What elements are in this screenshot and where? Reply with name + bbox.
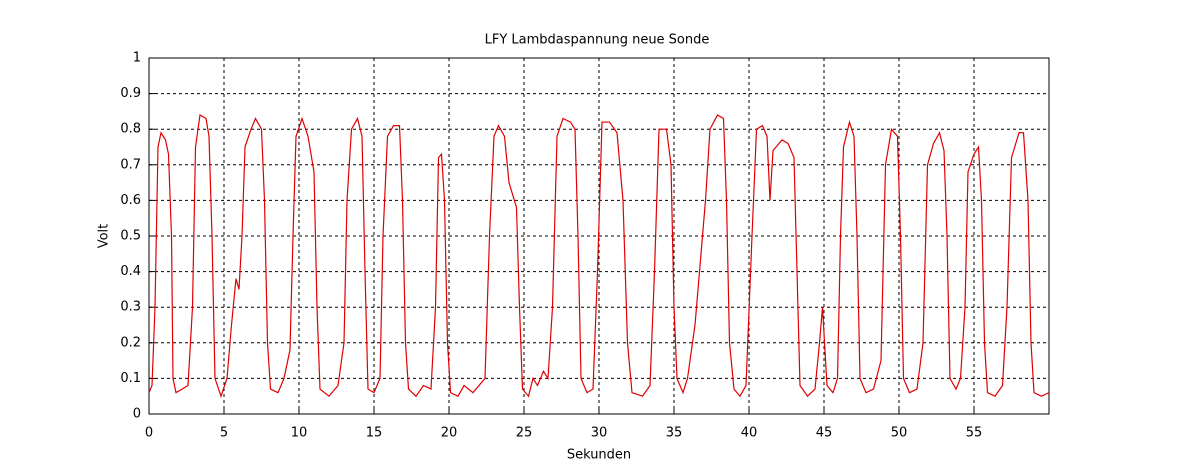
y-tick-label: 0.9 [120, 86, 141, 101]
x-tick-label: 35 [666, 426, 683, 441]
x-tick-label: 30 [591, 426, 608, 441]
chart-title: LFY Lambdaspannung neue Sonde [485, 33, 710, 48]
x-tick-label: 45 [816, 426, 833, 441]
y-tick-label: 0.3 [120, 300, 141, 315]
y-tick-label: 0.8 [120, 122, 141, 137]
x-tick-label: 10 [291, 426, 308, 441]
y-tick-label: 0.5 [120, 229, 141, 244]
x-tick-label: 20 [441, 426, 458, 441]
x-tick-label: 5 [220, 426, 228, 441]
x-tick-label: 50 [891, 426, 908, 441]
plot-frame [148, 57, 1050, 415]
x-tick-label: 40 [741, 426, 758, 441]
x-tick-label: 0 [145, 426, 153, 441]
y-tick-label: 0 [133, 407, 141, 422]
x-tick-label: 55 [966, 426, 983, 441]
y-axis-label: Volt [97, 224, 112, 249]
x-axis-label: Sekunden [567, 448, 631, 463]
data-line [148, 113, 1050, 399]
y-tick-label: 0.2 [120, 335, 141, 350]
x-tick-label: 15 [366, 426, 383, 441]
y-tick-label: 0.6 [120, 193, 141, 208]
y-tick-label: 0.4 [120, 264, 141, 279]
y-tick-label: 0.7 [120, 157, 141, 172]
y-tick-label: 0.1 [120, 371, 141, 386]
x-tick-label: 25 [516, 426, 533, 441]
y-tick-label: 1 [133, 51, 141, 66]
